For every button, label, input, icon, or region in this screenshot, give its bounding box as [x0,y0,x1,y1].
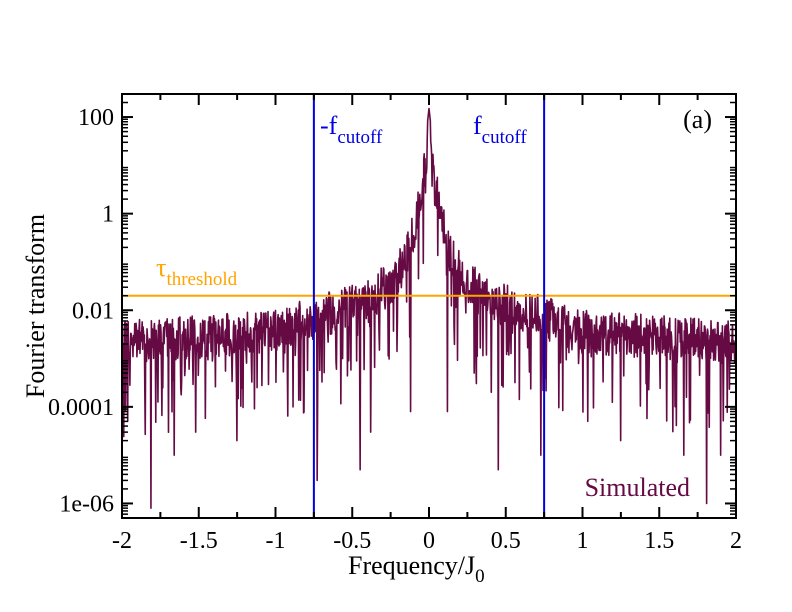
legend-simulated: Simulated [585,473,690,502]
plot-frame [121,93,737,519]
simulated-series [121,107,737,509]
reference-lines [122,94,736,518]
y-axis-title: Fourier transform [21,214,50,398]
x-axis-title: Frequency/J0 [348,551,485,587]
threshold-label: τthreshold [156,253,238,290]
neg-cutoff-label: -fcutoff [320,111,383,148]
x-tick-label: -1.5 [180,528,218,554]
simulated-curve [121,107,737,509]
x-tick-label: -2 [112,528,132,554]
panel-label: (a) [683,105,712,134]
y-tick-label: 1e-06 [59,491,114,517]
axis-ticks: -2 -1.5 -1 -0.5 0 0.5 1 1.5 2 1e-06 0.0001 0.01 1 100 [48,94,742,554]
y-tick-label: 100 [78,105,114,131]
y-tick-label: 0.01 [72,298,114,324]
x-tick-label: 2 [730,528,742,554]
y-tick-label: 1 [102,202,114,228]
x-tick-label: -0.5 [333,528,371,554]
x-tick-label: 1.5 [644,528,674,554]
pos-cutoff-label: fcutoff [473,111,527,148]
y-tick-label: 0.0001 [48,395,114,421]
x-tick-label: 0 [423,528,435,554]
x-tick-label: -1 [266,528,286,554]
x-tick-label: 0.5 [491,528,521,554]
x-tick-label: 1 [577,528,589,554]
